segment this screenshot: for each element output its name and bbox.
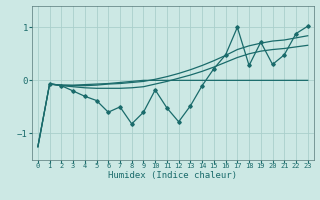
X-axis label: Humidex (Indice chaleur): Humidex (Indice chaleur) [108,171,237,180]
